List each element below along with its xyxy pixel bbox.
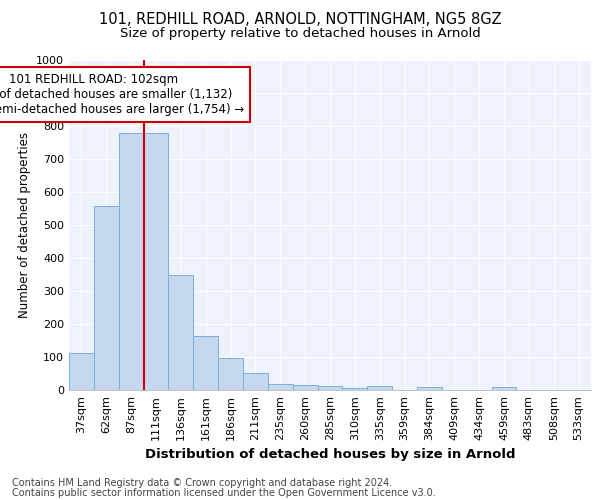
Text: Size of property relative to detached houses in Arnold: Size of property relative to detached ho…	[119, 28, 481, 40]
Bar	[317, 386, 343, 390]
Bar	[343, 388, 367, 390]
Bar	[193, 336, 218, 390]
Bar	[169, 275, 193, 390]
Bar	[491, 386, 517, 390]
Bar	[119, 134, 143, 390]
Y-axis label: Number of detached properties: Number of detached properties	[17, 132, 31, 318]
Bar	[69, 353, 94, 390]
Bar	[94, 206, 119, 390]
Bar	[143, 134, 169, 390]
Text: Contains public sector information licensed under the Open Government Licence v3: Contains public sector information licen…	[12, 488, 436, 498]
Bar	[293, 385, 317, 390]
Text: 101 REDHILL ROAD: 102sqm
← 39% of detached houses are smaller (1,132)
60% of sem: 101 REDHILL ROAD: 102sqm ← 39% of detach…	[0, 73, 244, 116]
Text: Contains HM Land Registry data © Crown copyright and database right 2024.: Contains HM Land Registry data © Crown c…	[12, 478, 392, 488]
Bar	[218, 358, 243, 390]
Bar	[367, 386, 392, 390]
X-axis label: Distribution of detached houses by size in Arnold: Distribution of detached houses by size …	[145, 448, 515, 461]
Bar	[243, 372, 268, 390]
Text: 101, REDHILL ROAD, ARNOLD, NOTTINGHAM, NG5 8GZ: 101, REDHILL ROAD, ARNOLD, NOTTINGHAM, N…	[98, 12, 502, 28]
Bar	[268, 384, 293, 390]
Bar	[417, 386, 442, 390]
